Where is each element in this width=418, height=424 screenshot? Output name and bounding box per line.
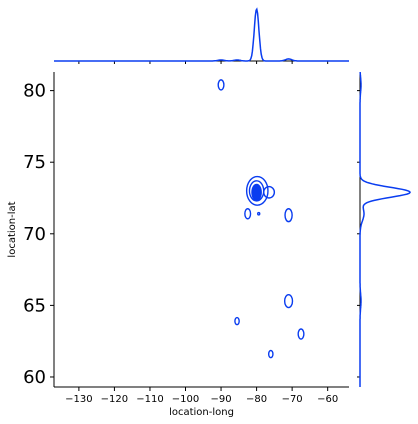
y-tick-label: 65 xyxy=(23,295,46,316)
y-tick-label: 70 xyxy=(23,224,46,245)
top-marginal-curve xyxy=(54,7,349,62)
y-tick-label: 60 xyxy=(23,367,46,388)
x-tick-label: −110 xyxy=(136,394,163,405)
kde-contour-level-1 xyxy=(217,79,225,91)
x-tick-label: −90 xyxy=(210,394,231,405)
x-tick-label: −100 xyxy=(172,394,199,405)
x-axis-title: location-long xyxy=(169,407,234,418)
kde-contour-level-1 xyxy=(262,185,276,199)
kde-contour-level-3 xyxy=(251,183,262,201)
x-tick-label: −60 xyxy=(317,394,338,405)
y-tick-label: 75 xyxy=(23,152,46,173)
kde-contour-level-1 xyxy=(244,208,252,220)
x-tick-label: −120 xyxy=(101,394,128,405)
y-axis-title: location-lat xyxy=(7,201,18,257)
kde-contours xyxy=(217,79,305,359)
right-marginal-kde xyxy=(357,72,411,387)
kde-contour-level-1 xyxy=(297,328,305,340)
x-axis-ticks: −130 −120 −110 −100 −90 −80 −70 −60 xyxy=(65,387,338,405)
x-tick-label: −80 xyxy=(246,394,267,405)
right-marginal-curve xyxy=(359,72,411,387)
y-axis-ticks: 60 65 70 75 80 xyxy=(23,81,54,388)
y-tick-label: 80 xyxy=(23,81,46,102)
kde-contour-level-1 xyxy=(234,316,240,326)
kde-contour-level-1 xyxy=(267,349,274,359)
x-tick-label: −130 xyxy=(65,394,92,405)
joint-plot-axes: −130 −120 −110 −100 −90 −80 −70 −60 6065707580 … xyxy=(7,72,349,418)
kde-contour-level-1 xyxy=(283,293,294,309)
top-marginal-kde xyxy=(54,7,349,64)
x-tick-label: −70 xyxy=(282,394,303,405)
kde-contour-level-1 xyxy=(245,175,269,206)
kde-contour-level-1 xyxy=(284,208,293,223)
kde-contour-level-1 xyxy=(257,211,261,216)
